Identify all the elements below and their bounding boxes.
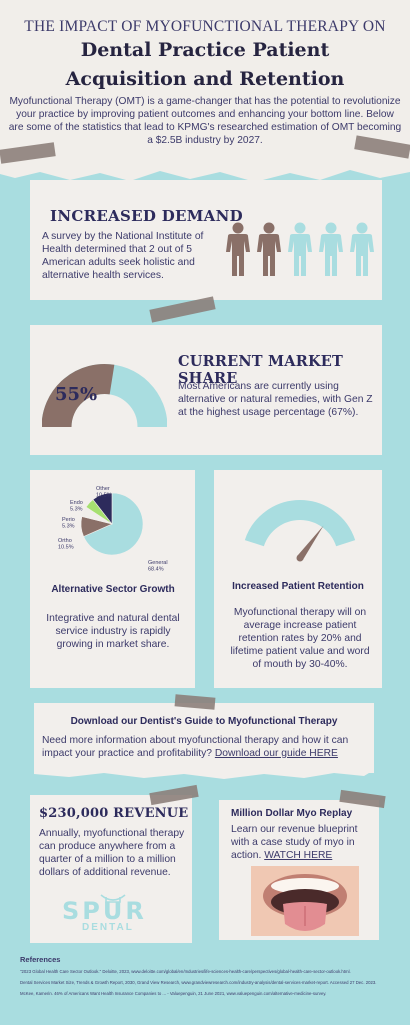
reference-item: McKee, Kamerin. 46% of Americans Want He… [20,990,327,996]
sector-growth-text: Integrative and natural dental service i… [46,613,180,650]
market-share-text: Most Americans are currently using alter… [178,381,373,418]
revenue-title: $230,000 REVENUE [39,806,189,821]
pie-label-other: Other 10.5% [96,486,112,499]
references: References "2023 Global Health Care Sect… [20,955,395,1001]
myo-replay-description: Learn our revenue blueprint with a case … [231,824,358,861]
pie-label-ortho: Ortho 10.5% [58,538,74,551]
person-icon [319,222,343,276]
page-title-line2: Acquisition and Retention [65,68,345,90]
download-guide-text: Need more information about myofunctiona… [42,734,364,760]
myo-replay-title: Million Dollar Myo Replay [231,808,353,819]
retention-card: Increased Patient Retention Myofunctiona… [214,470,382,688]
market-share-card: 55% CURRENT MARKET SHARE Most Americans … [30,325,382,455]
page-title: Dental Practice Patient Acquisition and … [0,36,410,94]
reference-item: Dental Services Market Size, Trends & Gr… [20,979,377,985]
header: THE IMPACT OF MYOFUNCTIONAL THERAPY ON D… [0,0,410,170]
retention-gauge [244,500,356,562]
header-top-line: THE IMPACT OF MYOFUNCTIONAL THERAPY ON [24,18,386,35]
sector-growth-title: Alternative Sector Growth [51,584,175,595]
revenue-text: Annually, myofunctional therapy can prod… [39,828,185,878]
market-share-value: 55% [55,384,98,405]
torn-paper-edge [34,770,374,779]
market-share-title: CURRENT MARKET SHARE [178,353,344,387]
sector-growth-card: General 68.4% Ortho 10.5% Perio 5.3% Endo 5.3% O… [30,470,195,688]
market-share-gauge [42,364,167,428]
myo-replay-text: Learn our revenue blueprint with a case … [231,823,376,862]
pie-slice-general [83,492,144,556]
pie-label-general: General 68.4% [148,560,168,573]
tongue-mouth-image[interactable] [251,866,359,936]
torn-paper-edge [0,160,410,182]
pie-label-endo: Endo 5.3% [70,500,83,513]
gauge-needle [297,525,324,561]
sector-pie-chart: General 68.4% Ortho 10.5% Perio 5.3% Endo 5.3% O… [58,486,168,573]
spur-logo-subtitle: DENTAL [82,922,134,933]
person-icon-highlighted [257,222,281,276]
download-guide-description: Need more information about myofunctiona… [42,735,349,759]
references-title: References [20,955,61,964]
download-guide-title: Download our Dentist's Guide to Myofunct… [70,716,338,727]
download-guide-card: Download our Dentist's Guide to Myofunct… [34,703,374,773]
reference-item: "2023 Global Health Care Sector Outlook.… [20,969,351,974]
increased-demand-text: A survey by the National Institute of He… [42,231,204,281]
smile-logo-icon [100,894,126,903]
gauge-hub [296,554,304,562]
page-title-line1: Dental Practice Patient [80,39,330,61]
increased-demand-card: INCREASED DEMAND A survey by the Nationa… [30,180,382,300]
pie-slice-other [92,492,113,525]
person-icon-highlighted [226,222,250,276]
increased-demand-title: INCREASED DEMAND [50,207,243,225]
tape-strip [149,296,216,323]
myo-replay-link[interactable]: WATCH HERE [264,850,333,861]
download-guide-link[interactable]: Download our guide HERE [214,748,338,759]
spur-logo: SPUR [62,897,147,925]
person-icon [350,222,374,276]
pie-label-perio: Perio 5.3% [62,517,75,530]
revenue-card: $230,000 REVENUE Annually, myofunctional… [30,795,192,943]
myo-replay-card: Million Dollar Myo Replay Learn our reve… [219,800,379,940]
retention-text: Myofunctional therapy will on average in… [230,607,370,670]
person-icon [288,222,312,276]
intro-text: Myofunctional Therapy (OMT) is a game-ch… [8,96,402,146]
retention-title: Increased Patient Retention [232,581,364,592]
